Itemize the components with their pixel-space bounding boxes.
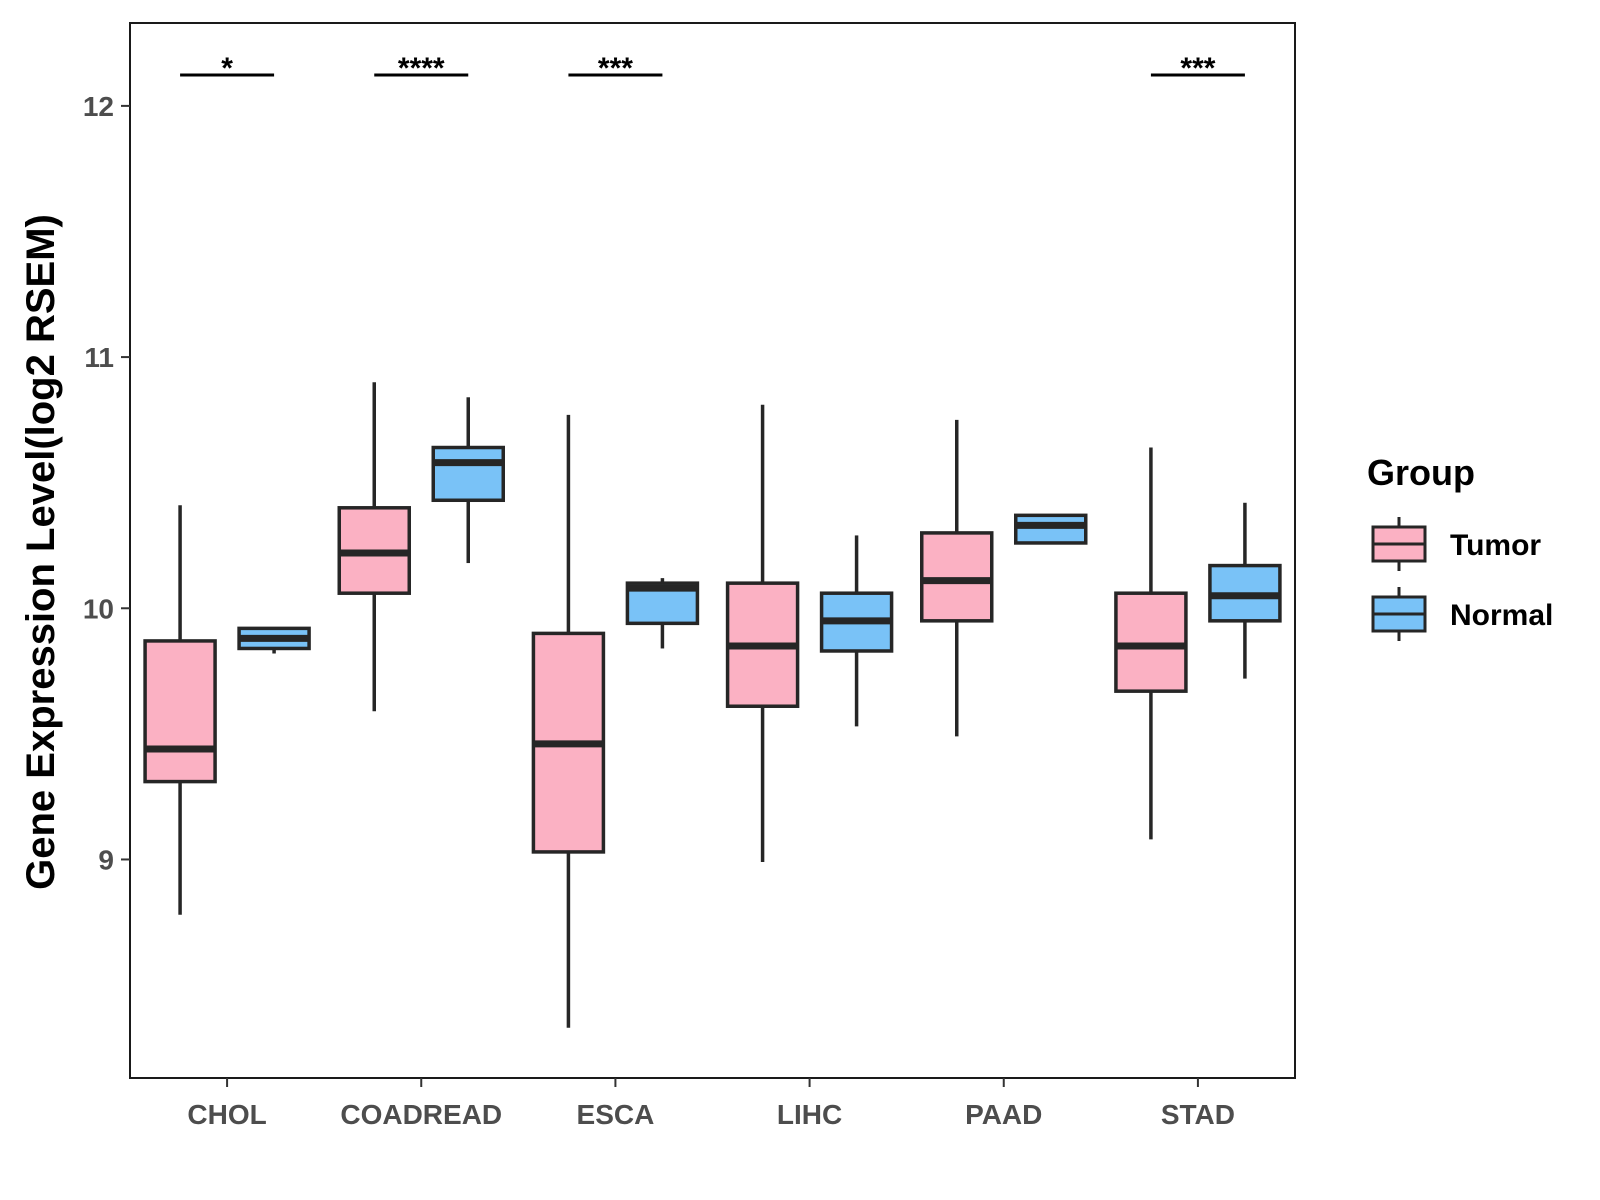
box-normal-stad: [1208, 502, 1282, 679]
legend-title: Group: [1367, 452, 1475, 493]
box-body: [920, 531, 994, 623]
box-tumor-stad: [1114, 447, 1188, 840]
box-tumor-coadread: [337, 382, 411, 712]
legend-label: Normal: [1450, 599, 1553, 632]
x-tick-label: COADREAD: [340, 1099, 502, 1130]
box-tumor-paad: [920, 419, 994, 737]
box-tumor-esca: [531, 414, 606, 1028]
y-tick-label: 11: [84, 342, 114, 373]
box-normal-coadread: [431, 397, 505, 564]
y-axis: 9 10 11 12: [83, 91, 130, 875]
box-normal-chol: [237, 626, 311, 654]
legend-item-tumor: Tumor: [1371, 517, 1541, 571]
significance-label: ****: [398, 52, 445, 85]
box-tumor-chol: [143, 505, 217, 915]
box-normal-esca: [625, 578, 700, 649]
box-body: [1114, 591, 1188, 693]
box-tumor-lihc: [725, 404, 800, 862]
x-tick-label: LIHC: [777, 1099, 842, 1130]
box-body: [1014, 513, 1088, 545]
box-series: [143, 382, 1282, 1028]
y-axis-title: Gene Expression Level(log2 RSEM): [19, 214, 63, 890]
x-tick-label: PAAD: [965, 1099, 1042, 1130]
x-tick-label: STAD: [1161, 1099, 1235, 1130]
legend: Group Tumor Normal: [1367, 452, 1553, 641]
y-tick-label: 10: [83, 593, 114, 624]
x-axis: CHOL COADREAD ESCA LIHC PAAD STAD: [187, 1078, 1235, 1130]
box-normal-lihc: [819, 535, 894, 727]
x-tick-label: ESCA: [577, 1099, 655, 1130]
significance-label: *: [221, 52, 233, 85]
plot-panel: [129, 22, 1296, 1079]
legend-label: Tumor: [1450, 529, 1541, 562]
significance-annotations: * **** *** ***: [180, 52, 1245, 85]
legend-item-normal: Normal: [1371, 587, 1553, 641]
box-body: [143, 639, 217, 784]
box-body: [431, 445, 505, 503]
x-tick-label: CHOL: [187, 1099, 266, 1130]
box-normal-paad: [1014, 513, 1088, 545]
significance-label: ***: [1180, 52, 1215, 85]
y-tick-label: 9: [98, 844, 114, 875]
y-tick-label: 12: [83, 91, 114, 122]
significance-label: ***: [598, 52, 633, 85]
